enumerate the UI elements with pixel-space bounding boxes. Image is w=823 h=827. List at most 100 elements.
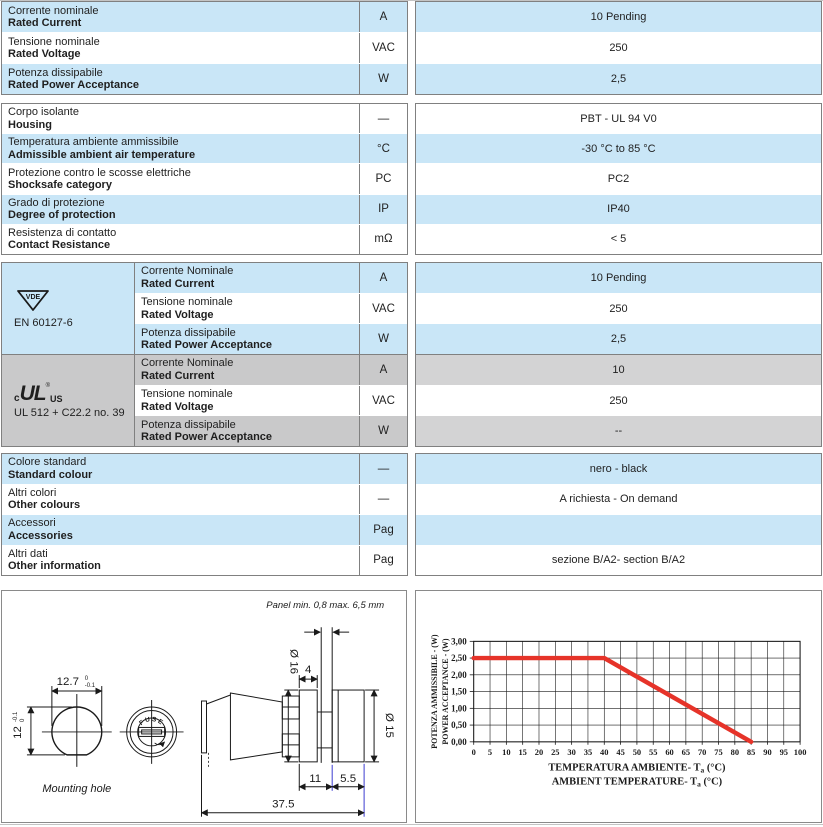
- vde-logo-cell: VDE EN 60127-6: [2, 263, 135, 354]
- table-row: Corrente nominale Rated Current A: [2, 2, 407, 32]
- label-it: Corrente Nominale: [141, 265, 234, 278]
- colours-section: Colore standard Standard colour — Altri c…: [1, 453, 822, 576]
- table-row: Altri dati Other information Pag: [2, 544, 407, 575]
- unit-cell: W: [359, 416, 407, 447]
- label-en: Rated Voltage: [141, 400, 214, 413]
- label-en: Rated Voltage: [141, 308, 214, 321]
- label-en: Admissible ambient air temperature: [8, 148, 196, 161]
- label-en: Rated Current: [141, 277, 215, 290]
- label-it: Potenza dissipabile: [141, 326, 236, 339]
- unit-cell: A: [359, 263, 407, 293]
- row-labels: Grado di protezione Degree of protection: [2, 195, 359, 224]
- label-en: Housing: [8, 118, 52, 131]
- row-labels: Corpo isolante Housing: [2, 104, 359, 133]
- bottom-section: Panel min. 0,8 max. 6,5 mm 12.7 0 -0.1 1…: [1, 590, 822, 823]
- vde-certification: VDE EN 60127-6 Corrente Nominale Rated Cu…: [2, 263, 407, 355]
- y-tick-label: 1,50: [451, 687, 467, 697]
- unit-cell: VAC: [359, 385, 407, 416]
- derating-chart-box: 0 5 10 15 20 25 30 35 40 45 50 55 60 65 70 75 80 85 90 95 10…: [415, 590, 822, 823]
- label-en: Rated Power Acceptance: [141, 339, 273, 352]
- table-row: Corpo isolante Housing —: [2, 104, 407, 134]
- value-cell: 10 Pending: [416, 2, 821, 32]
- dim-height-tol-bottom: -0.1: [13, 711, 19, 722]
- x-tick-label: 60: [665, 747, 673, 757]
- value-cell: 250: [416, 32, 821, 63]
- label-en: Rated Current: [141, 369, 215, 382]
- technical-drawing-box: Panel min. 0,8 max. 6,5 mm 12.7 0 -0.1 1…: [1, 590, 407, 823]
- label-it: Colore standard: [8, 456, 87, 469]
- table-row: Temperatura ambiente ammissibile Admissi…: [2, 133, 407, 164]
- label-en: Rated Power Acceptance: [141, 431, 273, 444]
- label-it: Corpo isolante: [8, 106, 79, 119]
- y-tick-label: 2,50: [451, 653, 467, 663]
- value-cell: 2,5: [416, 63, 821, 94]
- dim-bezel-depth: 4: [305, 664, 312, 676]
- unit-cell: —: [359, 454, 407, 484]
- row-labels: Temperatura ambiente ammissibile Admissi…: [2, 134, 359, 163]
- technical-drawing: Panel min. 0,8 max. 6,5 mm 12.7 0 -0.1 1…: [12, 600, 395, 817]
- value-cell: 2,5: [416, 323, 821, 355]
- label-en: Rated Voltage: [8, 48, 81, 60]
- y-axis-label: POWER ACCEPTANCE - (W): [441, 638, 450, 744]
- label-it: Tensione nominale: [141, 388, 233, 400]
- ratings-table: Corrente nominale Rated Current A Tensio…: [1, 1, 408, 95]
- terminal-clip: [201, 700, 207, 754]
- general-table: Corpo isolante Housing — Temperatura amb…: [1, 103, 408, 255]
- certifications-table: VDE EN 60127-6 Corrente Nominale Rated Cu…: [1, 262, 408, 447]
- dim-total-len: 37.5: [272, 799, 294, 811]
- y-axis-label: POTENZA AMMISSIBILE - (W): [430, 634, 439, 749]
- certifications-values: 10 Pending 250 2,5 10 250 --: [415, 262, 822, 447]
- unit-cell: A: [359, 355, 407, 385]
- label-it: Potenza dissipabile: [8, 66, 103, 79]
- value-cell: A richiesta - On demand: [416, 483, 821, 514]
- knob: [331, 689, 365, 763]
- label-en: Accessories: [8, 529, 73, 542]
- fuse-text: FUSE: [138, 716, 165, 727]
- ul-logo-us: US: [49, 393, 63, 404]
- svg-text:VDE: VDE: [26, 294, 41, 301]
- general-section: Corpo isolante Housing — Temperatura amb…: [1, 103, 822, 255]
- label-it: Temperatura ambiente ammissibile: [8, 136, 179, 149]
- x-tick-label: 95: [780, 747, 788, 757]
- unit-cell: °C: [359, 134, 407, 164]
- general-values: PBT - UL 94 V0 -30 °C to 85 °C PC2 IP40 …: [415, 103, 822, 255]
- y-tick-label: 0,00: [451, 737, 467, 747]
- vde-logo: VDE: [17, 290, 49, 311]
- unit-cell: VAC: [359, 293, 407, 324]
- table-row: Tensione nominale Rated Voltage VAC: [135, 292, 407, 324]
- panel-note: Panel min. 0,8 max. 6,5 mm: [266, 600, 384, 611]
- x-tick-label: 90: [763, 747, 771, 757]
- unit-cell: mΩ: [359, 224, 407, 255]
- label-it: Corrente nominale: [8, 4, 99, 17]
- x-tick-label: 10: [502, 747, 510, 757]
- ratings-section: Corrente nominale Rated Current A Tensio…: [1, 1, 822, 95]
- label-it: Protezione contro le scosse elettriche: [8, 166, 191, 179]
- value-cell: sezione B/A2- section B/A2: [416, 544, 821, 575]
- value-cell: -30 °C to 85 °C: [416, 133, 821, 164]
- label-en: Contact Resistance: [8, 239, 111, 252]
- x-tick-label: 55: [649, 747, 657, 757]
- row-labels: Protezione contro le scosse elettriche S…: [2, 164, 359, 193]
- value-cell: PBT - UL 94 V0: [416, 104, 821, 134]
- value-cell: [416, 514, 821, 545]
- x-tick-label: 40: [600, 747, 608, 757]
- ul-logo: c UL ® US: [14, 383, 134, 404]
- colours-table: Colore standard Standard colour — Altri c…: [1, 453, 408, 576]
- ul-logo-cell: c UL ® US UL 512 + C22.2 no. 39: [2, 355, 135, 446]
- table-row: Potenza dissipabile Rated Power Acceptan…: [2, 63, 407, 94]
- x-tick-label: 35: [584, 747, 592, 757]
- y-tick-label: 3,00: [451, 636, 467, 646]
- table-row: Grado di protezione Degree of protection…: [2, 193, 407, 224]
- label-en: Shocksafe category: [8, 179, 112, 191]
- unit-cell: Pag: [359, 545, 407, 575]
- plot-border: [473, 640, 801, 743]
- table-row: Corrente Nominale Rated Current A: [135, 263, 407, 293]
- value-cell: < 5: [416, 223, 821, 255]
- value-cell: 10: [416, 354, 821, 385]
- dim-knob-dia: Ø 15: [383, 713, 395, 738]
- value-cell: 250: [416, 384, 821, 416]
- value-cell: IP40: [416, 193, 821, 224]
- vde-rows: Corrente Nominale Rated Current A Tension…: [135, 263, 407, 355]
- x-tick-label: 5: [488, 747, 492, 757]
